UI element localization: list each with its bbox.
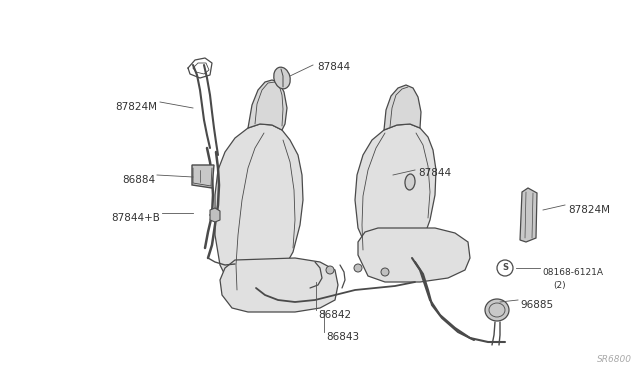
Text: 86843: 86843 (326, 332, 359, 342)
Text: (2): (2) (553, 281, 566, 290)
Text: 86842: 86842 (318, 310, 351, 320)
Circle shape (497, 260, 513, 276)
Polygon shape (210, 208, 220, 222)
Circle shape (381, 268, 389, 276)
Text: SR6800: SR6800 (597, 355, 632, 364)
Polygon shape (220, 258, 338, 312)
Text: 87824M: 87824M (115, 102, 157, 112)
Text: 08168-6121A: 08168-6121A (542, 268, 603, 277)
Text: 87844+B: 87844+B (111, 213, 160, 223)
Ellipse shape (405, 174, 415, 190)
Circle shape (326, 266, 334, 274)
Text: 87844: 87844 (317, 62, 350, 72)
Text: S: S (502, 263, 508, 273)
Polygon shape (215, 124, 303, 296)
Text: 87844: 87844 (418, 168, 451, 178)
Ellipse shape (274, 67, 290, 89)
Polygon shape (248, 80, 287, 130)
Polygon shape (355, 124, 436, 265)
Polygon shape (384, 85, 421, 130)
Polygon shape (520, 188, 537, 242)
Text: 87824M: 87824M (568, 205, 610, 215)
Ellipse shape (485, 299, 509, 321)
Text: 96885: 96885 (520, 300, 553, 310)
Circle shape (354, 264, 362, 272)
Polygon shape (358, 228, 470, 282)
Text: 86884: 86884 (122, 175, 155, 185)
Polygon shape (192, 165, 214, 188)
